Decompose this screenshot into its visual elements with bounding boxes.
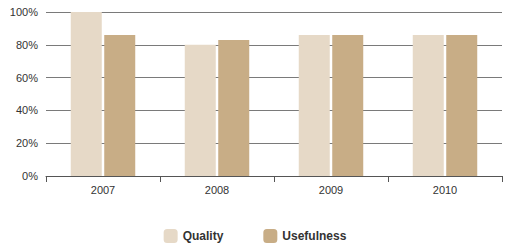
svg-text:100%: 100% [10, 6, 38, 18]
svg-text:2010: 2010 [433, 184, 457, 196]
svg-text:2008: 2008 [205, 184, 229, 196]
svg-text:20%: 20% [16, 137, 38, 149]
svg-text:2007: 2007 [91, 184, 115, 196]
svg-text:Usefulness: Usefulness [282, 229, 346, 243]
svg-text:80%: 80% [16, 39, 38, 51]
svg-text:40%: 40% [16, 104, 38, 116]
svg-text:60%: 60% [16, 72, 38, 84]
svg-text:0%: 0% [22, 170, 38, 182]
svg-text:Quality: Quality [183, 229, 224, 243]
svg-text:2009: 2009 [319, 184, 343, 196]
